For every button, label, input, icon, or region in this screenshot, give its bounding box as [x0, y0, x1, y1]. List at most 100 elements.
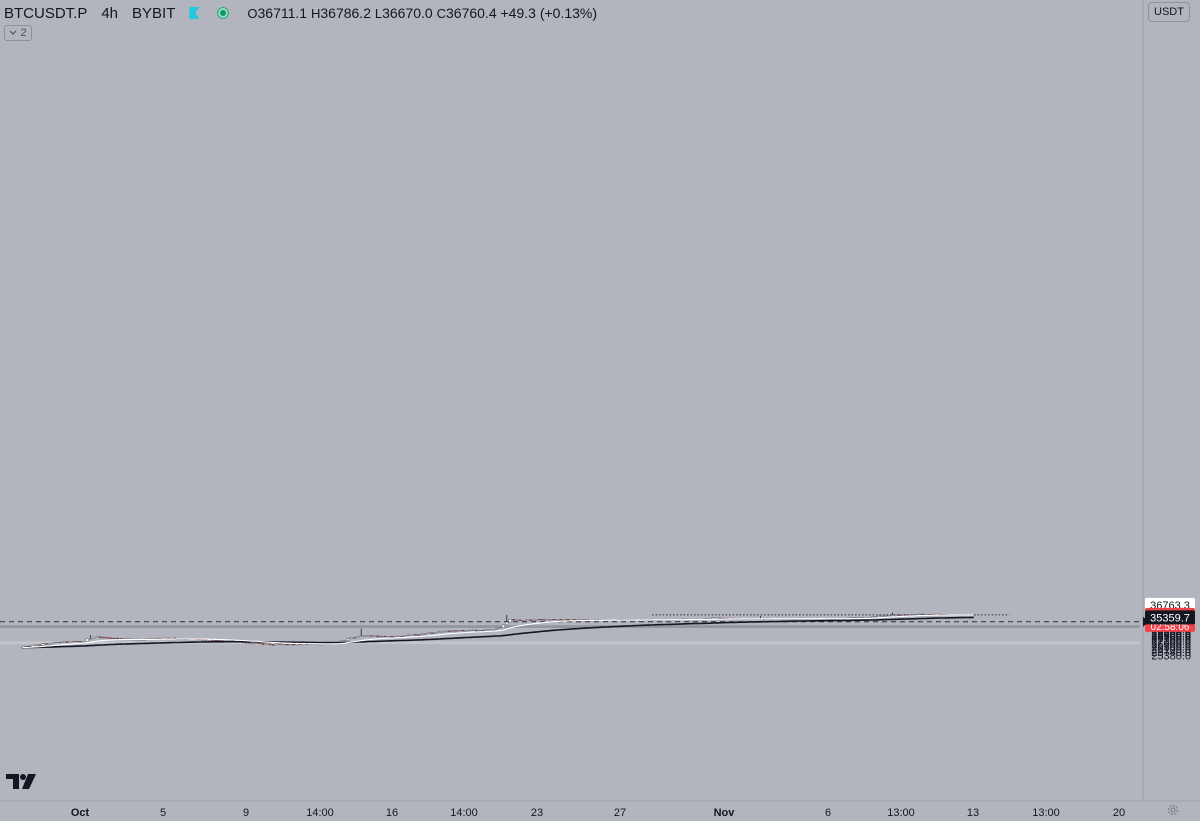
candle-body — [119, 638, 123, 640]
candle-body — [261, 643, 265, 645]
price-tick-label: 28100.0 — [1151, 633, 1191, 645]
collapse-indicators-button[interactable]: 2 — [4, 25, 32, 41]
candle-body — [434, 632, 438, 634]
price-tick-label: 28900.0 — [1151, 629, 1191, 641]
bar-countdown: 02:58:06 — [1151, 622, 1190, 633]
candle-body — [251, 643, 255, 645]
right-arrow-marker-icon — [1143, 616, 1149, 627]
candle-body — [89, 638, 92, 640]
candle-body — [559, 619, 563, 621]
candle-body — [82, 641, 86, 643]
candle-body — [41, 643, 45, 646]
candle-body — [366, 635, 370, 637]
candle-body — [481, 630, 485, 632]
candle-body — [508, 619, 512, 623]
timeframe[interactable]: 4h — [101, 4, 119, 22]
candle-body — [342, 640, 346, 642]
candle-body — [715, 617, 718, 619]
candle-body — [877, 615, 881, 617]
status-dot-icon — [215, 5, 232, 21]
ema-fast-line[interactable] — [22, 614, 974, 649]
candle-body — [65, 641, 69, 643]
candle-body — [383, 635, 387, 638]
candle-body — [552, 619, 556, 621]
candle-body — [214, 640, 218, 642]
price-axis[interactable]: 39000.038000.037200.036400.035600.034800… — [1142, 0, 1191, 801]
price-tick-label: 28500.0 — [1151, 631, 1191, 643]
candle-body — [918, 613, 922, 615]
candle-body — [363, 635, 367, 637]
candle-body — [285, 644, 289, 646]
candle-body — [68, 641, 72, 643]
time-tick-label: 6 — [825, 807, 831, 819]
high-label: H — [310, 6, 321, 21]
time-tick-label: 14:00 — [450, 807, 478, 819]
price-tick-label: 26500.0 — [1151, 641, 1191, 653]
candle-body — [880, 615, 884, 617]
candle-body — [874, 616, 878, 618]
resistance-zone[interactable] — [0, 625, 1140, 628]
price-tick-label: 25380.0 — [1151, 650, 1191, 662]
low-value: 36670.0 — [382, 5, 433, 21]
candle-body — [921, 613, 925, 615]
ema-slow-line[interactable] — [22, 616, 974, 649]
candle-body — [891, 614, 894, 616]
candle-body — [346, 638, 350, 641]
time-tick-label: 13 — [967, 807, 979, 819]
candle-body — [457, 630, 461, 632]
time-tick-label: Oct — [71, 807, 90, 819]
ema-slow-value[interactable]: 35359.7 — [1145, 610, 1195, 625]
candle-body — [440, 631, 444, 633]
candle-body — [396, 635, 400, 637]
candle-body — [275, 643, 279, 646]
candle-body — [349, 637, 353, 639]
moving-averages — [22, 614, 974, 649]
open-label: O — [247, 6, 258, 21]
candle-body — [109, 637, 113, 639]
candle-body — [390, 636, 394, 638]
candle-body — [356, 636, 360, 638]
candle-body — [471, 629, 475, 631]
candle-body — [403, 635, 407, 637]
time-tick-label: 23 — [531, 807, 543, 819]
candle-body — [539, 619, 543, 621]
candle-body — [532, 619, 536, 621]
symbol-name[interactable]: BTCUSDT.P — [4, 4, 88, 22]
price-tick-label: 25740.0 — [1151, 647, 1191, 659]
candle-body — [447, 630, 451, 632]
tradingview-logo-icon[interactable] — [6, 772, 38, 790]
candle-body — [461, 630, 465, 632]
exchange-name: BYBIT — [132, 4, 176, 22]
candle-body — [522, 620, 526, 622]
time-tick-label: 13:00 — [887, 807, 915, 819]
candle-body — [105, 637, 109, 639]
candle-body — [566, 619, 570, 621]
candle-body — [38, 644, 42, 646]
candle-body — [501, 624, 505, 629]
time-tick-label: Nov — [714, 807, 736, 819]
candle-body — [474, 629, 478, 632]
candle-body — [914, 613, 918, 616]
flag-icon[interactable] — [189, 7, 200, 19]
candle-body — [278, 643, 282, 645]
candle-body — [897, 614, 901, 616]
currency-button[interactable]: USDT — [1148, 2, 1190, 22]
candle-body — [512, 619, 515, 621]
candle-body — [268, 643, 272, 645]
support-zone[interactable] — [0, 641, 1140, 645]
candle-body — [525, 619, 529, 621]
candle-body — [711, 617, 715, 619]
ohlc-values: O36711.1 H36786.2 L36670.0 C36760.4 +49.… — [247, 5, 597, 21]
candle-body — [907, 614, 911, 616]
candle-body — [359, 635, 363, 637]
time-tick-label: 13:00 — [1032, 807, 1060, 819]
time-axis[interactable]: Oct 5 9 14:00 16 14:00 23 27 Nov 6 13:00 13 13:00 20 — [0, 800, 1200, 819]
settings-gear-icon[interactable] — [1166, 803, 1180, 817]
candle-body — [112, 637, 116, 640]
ema-slow-value-badge — [1145, 610, 1195, 625]
candle-body — [549, 619, 553, 621]
candle-body — [373, 635, 377, 637]
candle-body — [572, 619, 576, 621]
